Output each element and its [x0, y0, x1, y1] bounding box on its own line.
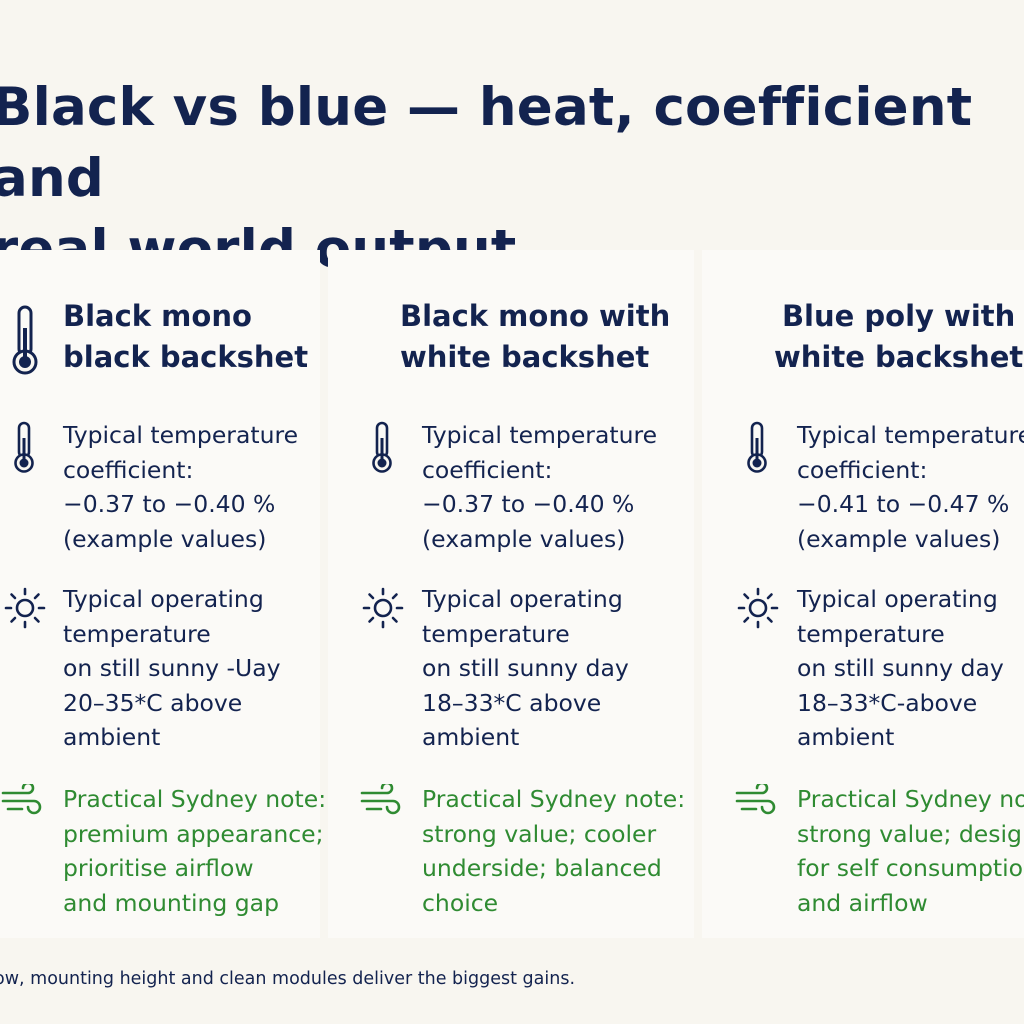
- coefficient-value: −0.37 to −0.40 %: [63, 490, 276, 518]
- operating-line: 18–33*C-above: [797, 688, 978, 717]
- practical-note-line: and mounting gap: [63, 888, 279, 917]
- thermometer-icon: [744, 420, 770, 474]
- coefficient-note: (example values): [797, 524, 1001, 553]
- column-panel-black-mono-black: [0, 250, 320, 938]
- practical-note-block: Practical Sydney note: strong value; coo…: [422, 782, 685, 920]
- coefficient-label: Typical temperature: [63, 421, 299, 449]
- temperature-coefficient-block: Typical temperature coefficient: −0.37 t…: [422, 418, 657, 556]
- column-heading: Black mono with white backshet: [400, 299, 671, 374]
- coefficient-label: Typical temperature: [422, 421, 658, 449]
- operating-temperature-block: Typical operating temperature on still s…: [63, 582, 281, 755]
- coefficient-label: coefficient:: [63, 455, 194, 484]
- thermometer-icon: [11, 420, 37, 474]
- coefficient-value: −0.37 to −0.40 %: [422, 490, 635, 518]
- sun-icon: [361, 586, 405, 630]
- practical-note-line: underside; balanced: [422, 854, 662, 882]
- operating-line: 18–33*C above: [422, 688, 602, 717]
- coefficient-value: −0.41 to −0.47 %: [797, 490, 1010, 518]
- column-panel-black-mono-white: [328, 250, 694, 938]
- operating-line: 20–35*C above: [63, 688, 243, 717]
- practical-note-line: for self consumption: [797, 854, 1024, 882]
- column-heading: Black mono black backshet: [63, 299, 309, 374]
- operating-line: Typical operating: [422, 585, 623, 613]
- sun-icon: [3, 586, 47, 630]
- column-heading: Blue poly with white backshet: [774, 299, 1024, 374]
- operating-temperature-block: Typical operating temperature on still s…: [422, 582, 629, 755]
- practical-note-block: Practical Sydney note: strong value; des…: [797, 782, 1024, 920]
- operating-line: ambient: [422, 723, 520, 751]
- operating-line: ambient: [63, 723, 161, 751]
- wind-icon: [0, 784, 46, 820]
- practical-note-line: Practical Sydney note:: [422, 785, 686, 813]
- coefficient-label: coefficient:: [422, 455, 553, 484]
- practical-note-line: premium appearance;: [63, 819, 324, 848]
- practical-note-line: strong value; cooler: [422, 819, 657, 848]
- operating-line: temperature: [422, 619, 570, 648]
- thermometer-icon: [369, 420, 395, 474]
- practical-note-line: Practical Sydney note:: [63, 785, 327, 813]
- coefficient-note: (example values): [63, 524, 267, 553]
- practical-note-line: prioritise airflow: [63, 854, 254, 882]
- operating-line: on still sunny -Uay: [63, 654, 281, 682]
- practical-note-block: Practical Sydney note: premium appearanc…: [63, 782, 326, 920]
- operating-line: temperature: [797, 619, 945, 648]
- sun-icon: [736, 586, 780, 630]
- footer-note: ow, mounting height and clean modules de…: [0, 969, 576, 989]
- temperature-coefficient-block: Typical temperature coefficient: −0.37 t…: [63, 418, 298, 556]
- coefficient-label: Typical temperature: [797, 421, 1024, 449]
- wind-icon: [359, 784, 405, 820]
- operating-line: Typical operating: [63, 585, 264, 613]
- practical-note-line: and airflow: [797, 888, 928, 917]
- column-panel-blue-poly-white: [702, 250, 1024, 938]
- practical-note-line: Practical Sydney note:: [797, 785, 1024, 813]
- operating-temperature-block: Typical operating temperature on still s…: [797, 582, 1004, 755]
- wind-icon: [734, 784, 780, 820]
- practical-note-line: choice: [422, 888, 499, 917]
- operating-line: on still sunny day: [797, 654, 1004, 682]
- operating-line: temperature: [63, 619, 211, 648]
- thermometer-icon: [10, 304, 40, 376]
- coefficient-note: (example values): [422, 524, 626, 553]
- operating-line: Typical operating: [797, 585, 998, 613]
- operating-line: ambient: [797, 723, 895, 751]
- operating-line: on still sunny day: [422, 654, 629, 682]
- coefficient-label: coefficient:: [797, 455, 928, 484]
- temperature-coefficient-block: Typical temperature coefficient: −0.41 t…: [797, 418, 1024, 556]
- practical-note-line: strong value; design: [797, 819, 1024, 848]
